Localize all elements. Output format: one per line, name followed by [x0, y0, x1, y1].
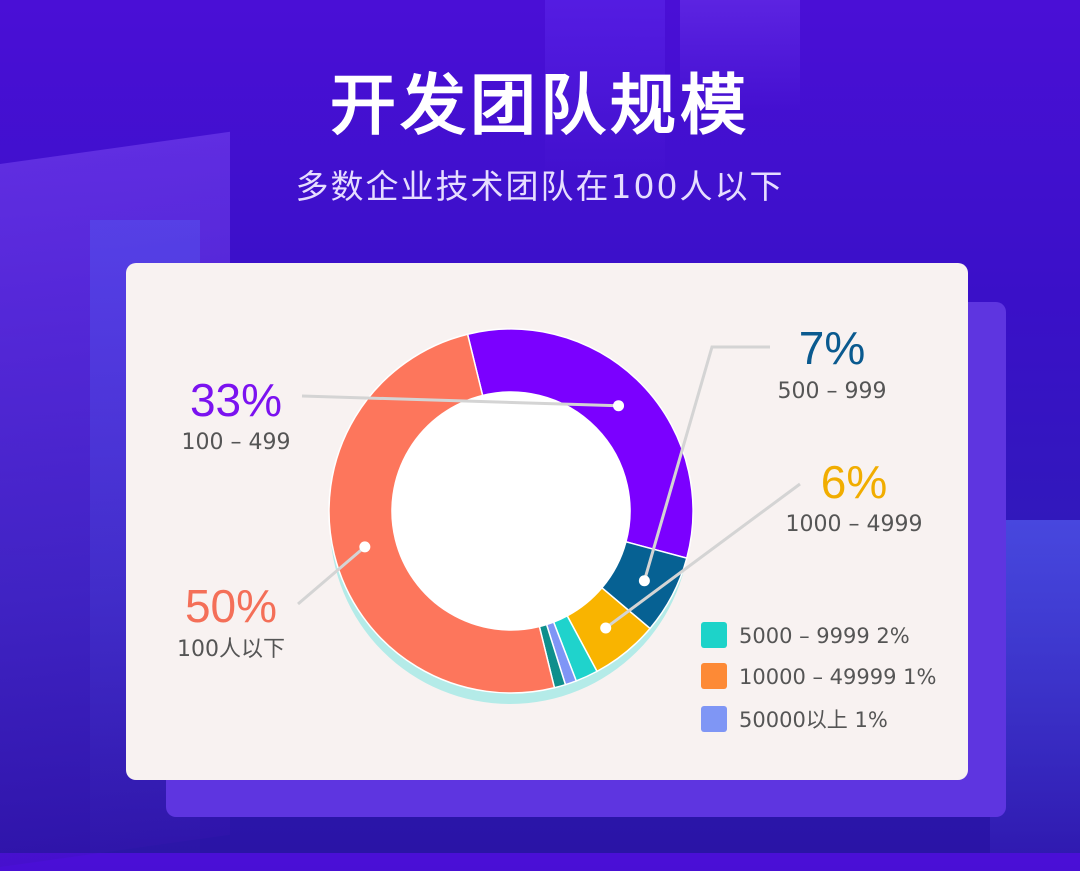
label-range-under-100: 100人以下: [177, 637, 285, 662]
donut-hole: [392, 392, 630, 630]
legend-swatch-5000-9999: [701, 622, 727, 648]
page-subtitle: 多数企业技术团队在100人以下: [295, 167, 785, 206]
leader-line-100: [297, 545, 366, 606]
label-pct-under-100: 50%: [185, 580, 277, 632]
label-pct-100-499: 33%: [190, 374, 282, 426]
leader-dot-1000-4999: [600, 622, 612, 634]
label-pct-1000-4999: 6%: [821, 456, 887, 508]
legend-swatch-50000-plus: [701, 706, 727, 732]
leader-dot-100: [359, 541, 371, 553]
bg-block-top-right: [680, 0, 800, 110]
leader-dot-500-999: [638, 575, 650, 587]
legend-swatch-10000-49999: [701, 663, 727, 689]
bg-block-top: [545, 0, 665, 180]
leader-line-1000-4999: [604, 482, 801, 630]
leader-line-100-499: [301, 394, 619, 408]
label-range-1000-4999: 1000 – 4999: [786, 512, 923, 537]
label-range-100-499: 100 – 499: [182, 430, 291, 455]
legend: 5000 – 9999 2% 10000 – 49999 1% 50000以上 …: [701, 622, 936, 732]
legend-label-50000-plus: 50000以上 1%: [739, 708, 888, 732]
page-title: 开发团队规模: [330, 67, 750, 144]
label-pct-500-999: 7%: [799, 322, 865, 374]
legend-label-5000-9999: 5000 – 9999 2%: [739, 624, 910, 648]
leader-dot-100-499: [613, 400, 625, 412]
leader-line-500-999: [642, 345, 770, 582]
legend-label-10000-49999: 10000 – 49999 1%: [739, 665, 936, 689]
donut-chart: 33% 100 – 499 7% 500 – 999 6% 1000 – 499…: [177, 322, 936, 732]
label-range-500-999: 500 – 999: [778, 379, 887, 404]
